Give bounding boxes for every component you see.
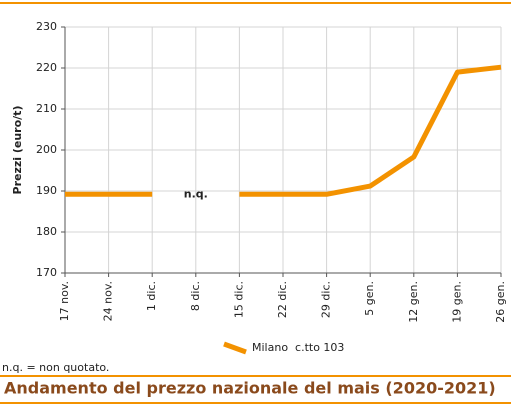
y-tick-label: 220 [36, 61, 57, 74]
x-tick-label: 26 gen. [494, 281, 507, 323]
footnote: n.q. = non quotato. [2, 361, 109, 374]
x-tick-label: 29 dic. [320, 281, 333, 318]
x-tick-label: 24 nov. [102, 281, 115, 321]
x-tick-label: 19 gen. [450, 281, 463, 323]
legend-swatch [223, 341, 247, 355]
x-tick-label: 22 dic. [276, 281, 289, 318]
y-tick-label: 230 [36, 20, 57, 33]
x-tick-label: 12 gen. [407, 281, 420, 323]
y-tick-label: 180 [36, 225, 57, 238]
legend-label: Milano c.tto 103 [252, 341, 344, 354]
x-tick-label: 1 dic. [145, 281, 158, 311]
y-tick-label: 190 [36, 184, 57, 197]
x-tick-label: 5 gen. [363, 281, 376, 316]
y-axis-label: Prezzi (euro/t) [11, 106, 24, 195]
x-tick-label: 15 dic. [232, 281, 245, 318]
y-tick-label: 170 [36, 266, 57, 279]
x-tick-label: 8 dic. [189, 281, 202, 311]
chart-title: Andamento del prezzo nazionale del mais … [4, 379, 496, 398]
x-tick-label: 17 nov. [58, 281, 71, 321]
series-line [65, 64, 502, 197]
annotation: n.q. [184, 187, 208, 200]
y-tick-label: 200 [36, 143, 57, 156]
y-tick-label: 210 [36, 102, 57, 115]
